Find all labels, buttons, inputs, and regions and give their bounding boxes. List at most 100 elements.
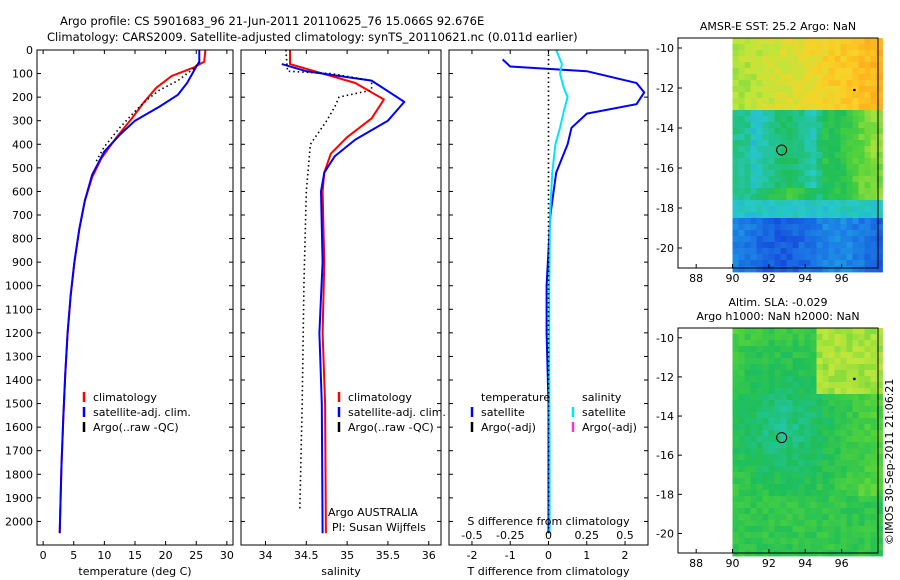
map-cell xyxy=(804,44,811,51)
map-cell xyxy=(846,152,853,159)
map-cell xyxy=(756,376,763,383)
map-cell xyxy=(840,212,847,219)
map-cell xyxy=(750,502,757,509)
map-cell xyxy=(798,418,805,425)
map-cell xyxy=(852,496,859,503)
map-cell xyxy=(828,538,835,545)
map-cell xyxy=(864,376,871,383)
map-cell xyxy=(834,370,841,377)
map-cell xyxy=(744,194,751,201)
map-cell xyxy=(858,394,865,401)
map-cell xyxy=(738,364,745,371)
map-cell xyxy=(816,230,823,237)
map-cell xyxy=(792,448,799,455)
map-cell xyxy=(744,218,751,225)
map-cell xyxy=(756,86,763,93)
map-cell xyxy=(768,364,775,371)
map-cell xyxy=(828,460,835,467)
map-cell xyxy=(756,68,763,75)
map-cell xyxy=(822,382,829,389)
map-cell xyxy=(738,200,745,207)
map-cell xyxy=(816,56,823,63)
map-cell xyxy=(732,176,739,183)
map-cell xyxy=(756,388,763,395)
map-cell xyxy=(762,56,769,63)
map-cell xyxy=(834,212,841,219)
map-cell xyxy=(744,418,751,425)
map-cell xyxy=(762,370,769,377)
map-cell xyxy=(864,460,871,467)
map-cell xyxy=(858,164,865,171)
map-cell xyxy=(780,406,787,413)
map-cell xyxy=(738,454,745,461)
map-cell xyxy=(762,436,769,443)
map-cell xyxy=(768,514,775,521)
map-frame xyxy=(677,327,879,554)
map-cell xyxy=(858,376,865,383)
map-cell xyxy=(828,442,835,449)
map-cell xyxy=(750,460,757,467)
map-cell xyxy=(762,400,769,407)
map-cell xyxy=(780,266,787,273)
map-cell xyxy=(858,182,865,189)
map-cell xyxy=(786,526,793,533)
map-cell xyxy=(846,346,853,353)
map-cell xyxy=(774,442,781,449)
map-cell xyxy=(756,490,763,497)
map-cell xyxy=(738,418,745,425)
map-cell xyxy=(804,418,811,425)
header-line2: Climatology: CARS2009. Satellite-adjuste… xyxy=(47,30,578,44)
map-title-0: AMSR-E SST: 25.2 Argo: NaN xyxy=(700,20,856,33)
map-cell xyxy=(852,254,859,261)
map-cell xyxy=(822,176,829,183)
map-cell xyxy=(780,182,787,189)
map-cell xyxy=(858,538,865,545)
map-cell xyxy=(780,334,787,341)
map-cell xyxy=(834,116,841,123)
plot-frame xyxy=(36,49,234,546)
map-cell xyxy=(732,158,739,165)
map-cell xyxy=(786,212,793,219)
map-cell xyxy=(744,376,751,383)
map-cell xyxy=(804,158,811,165)
map-cell xyxy=(774,520,781,527)
map-cell xyxy=(876,236,883,243)
map-cell xyxy=(798,340,805,347)
map-cell xyxy=(810,370,817,377)
map-cell xyxy=(804,436,811,443)
map-cell xyxy=(858,62,865,69)
map-cell xyxy=(822,328,829,335)
map-cell xyxy=(780,122,787,129)
map-cell xyxy=(744,334,751,341)
map-cell xyxy=(774,532,781,539)
x2-tick-label: -0.25 xyxy=(496,529,524,542)
map-cell xyxy=(828,388,835,395)
map-cell xyxy=(804,334,811,341)
map-cell xyxy=(810,340,817,347)
map-cell xyxy=(840,230,847,237)
map-cell xyxy=(822,86,829,93)
map-cell xyxy=(774,388,781,395)
map-cell xyxy=(822,424,829,431)
map-cell xyxy=(876,382,883,389)
map-cell xyxy=(816,200,823,207)
map-cell xyxy=(798,442,805,449)
map-cell xyxy=(792,364,799,371)
map-cell xyxy=(804,430,811,437)
map-cell xyxy=(732,406,739,413)
map-cell xyxy=(780,254,787,261)
map-cell xyxy=(864,74,871,81)
map-cell xyxy=(744,328,751,335)
map-cell xyxy=(738,394,745,401)
map-cell xyxy=(846,400,853,407)
map-cell xyxy=(750,436,757,443)
map-cell xyxy=(786,218,793,225)
y-tick-label: 1900 xyxy=(5,492,33,505)
map-cell xyxy=(732,224,739,231)
map-cell xyxy=(792,230,799,237)
map-cell xyxy=(804,478,811,485)
map-cell xyxy=(876,140,883,147)
map-cell xyxy=(822,352,829,359)
map-cell xyxy=(762,236,769,243)
map-cell xyxy=(822,376,829,383)
